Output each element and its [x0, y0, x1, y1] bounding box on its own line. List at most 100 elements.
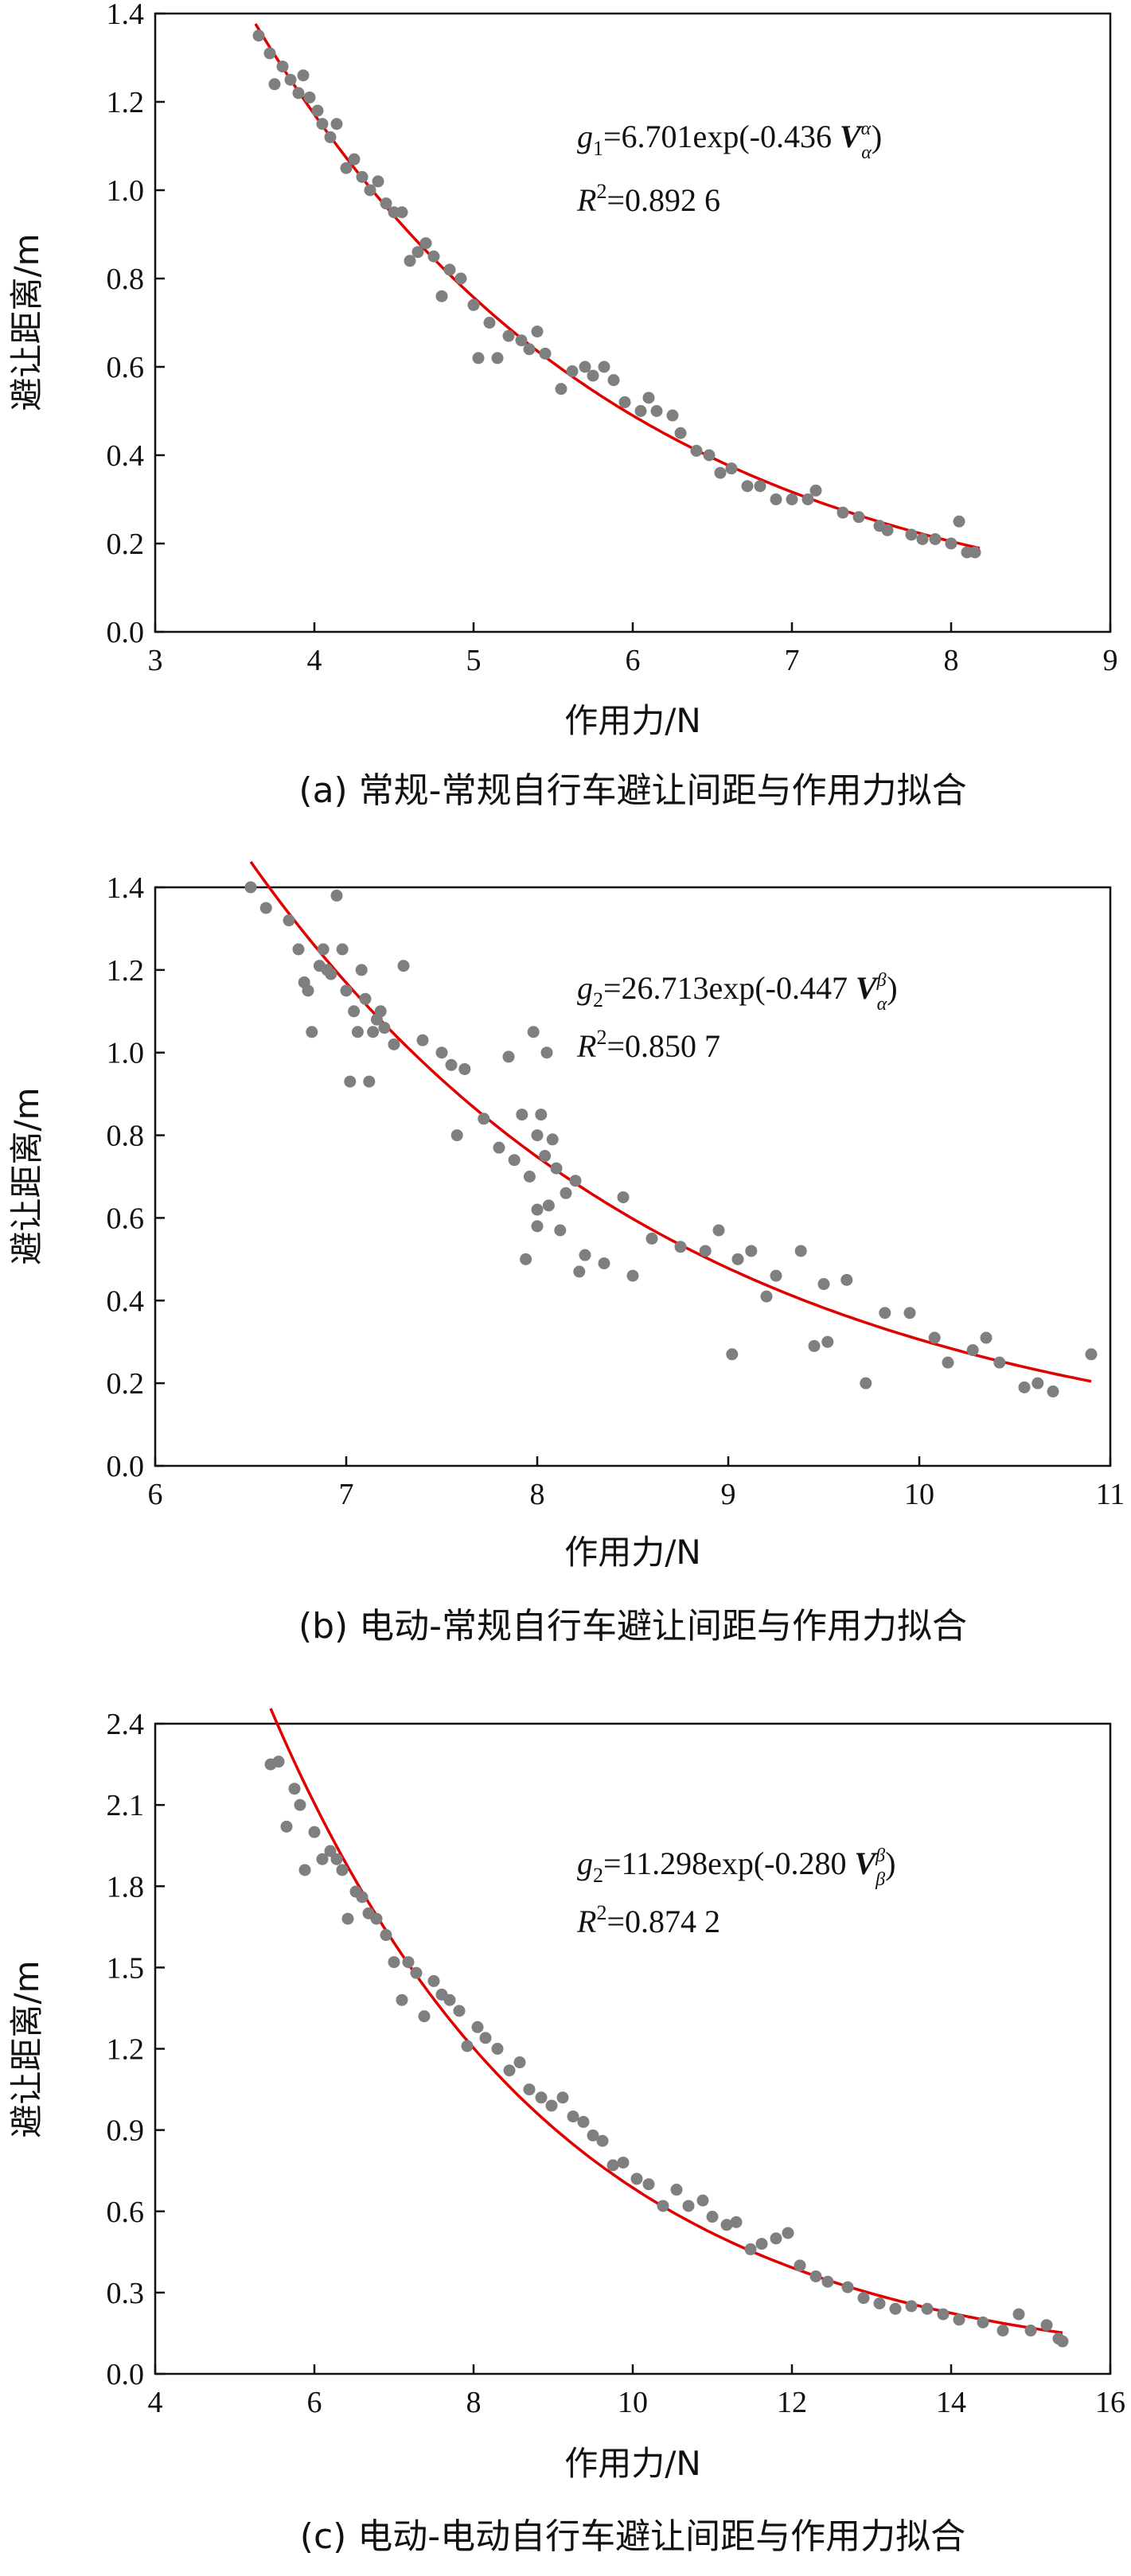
data-point: [531, 1220, 544, 1233]
data-point: [471, 2021, 484, 2033]
data-point: [645, 1232, 658, 1245]
data-point: [453, 2005, 466, 2017]
data-point: [535, 2091, 548, 2104]
points-a: [252, 29, 981, 559]
data-point: [579, 360, 591, 373]
x-tick-label: 6: [626, 644, 641, 677]
y-tick-label: 1.2: [107, 954, 145, 988]
chart-panel-a: 3 4 5 6 7 8 9 0.0 0.2 0.4 0.6 0.8 1.0 1.2 1.4 作用力/N 避…: [7, 0, 1118, 811]
y-tick-label: 1.5: [107, 1951, 145, 1985]
points-b: [244, 881, 1098, 1398]
data-point: [1012, 2308, 1025, 2321]
y-tick-label: 0.0: [107, 1450, 145, 1483]
x-tick-label: 3: [148, 644, 163, 677]
data-point: [546, 1133, 559, 1146]
data-point: [483, 317, 496, 329]
data-point: [374, 1005, 387, 1018]
data-point: [881, 524, 894, 536]
data-point: [617, 2156, 630, 2169]
data-point: [587, 2129, 599, 2141]
data-point: [454, 272, 467, 285]
data-point: [560, 1187, 572, 1199]
data-point: [316, 1853, 329, 1865]
data-point: [268, 78, 281, 91]
data-point: [903, 1307, 916, 1319]
data-point: [348, 153, 361, 166]
data-point: [370, 1912, 383, 1925]
fit-annotation-c: g2=11.298exp(-0.280 Vβ β) R2=0.874 2: [576, 1845, 895, 1939]
data-point: [809, 484, 822, 497]
x-axis-label-a: 作用力/N: [564, 701, 701, 740]
y-tick-label: 0.8: [107, 263, 145, 296]
data-point: [966, 1344, 979, 1357]
data-point: [531, 1203, 544, 1216]
data-point: [542, 1199, 555, 1212]
data-point: [782, 2227, 794, 2239]
data-point: [980, 1331, 993, 1344]
x-axis-label-b: 作用力/N: [564, 1533, 701, 1572]
data-point: [1085, 1348, 1098, 1361]
data-point: [324, 1845, 337, 1857]
data-point: [478, 1113, 490, 1125]
data-point: [1032, 1377, 1044, 1389]
data-point: [359, 992, 372, 1005]
data-point: [288, 1783, 301, 1795]
data-point: [341, 1912, 354, 1925]
svg-text:g1=6.701exp(-0.436 Vαα): g1=6.701exp(-0.436 Vα α): [577, 119, 882, 163]
data-point: [458, 1062, 471, 1075]
data-point: [650, 405, 663, 417]
data-point: [340, 984, 353, 997]
data-point: [450, 1129, 463, 1142]
data-point: [837, 506, 849, 519]
data-point: [545, 2099, 558, 2112]
data-point: [445, 1058, 458, 1071]
data-point: [996, 2325, 1009, 2337]
data-point: [674, 427, 687, 439]
data-point: [670, 2184, 683, 2196]
y-tick-label: 0.4: [107, 439, 145, 473]
data-point: [344, 1075, 357, 1088]
data-point: [479, 2032, 492, 2044]
data-point: [336, 943, 349, 956]
data-point: [493, 1141, 505, 1154]
chart-panel-b: 6 7 8 9 10 11 0.00.20.40.60.81.01.21.4 作用力/N …: [7, 860, 1125, 1647]
data-point: [929, 532, 942, 545]
fit-curve-b: [249, 860, 1092, 1383]
data-point: [284, 73, 297, 86]
data-point: [263, 47, 276, 60]
data-point: [411, 246, 424, 259]
y-tick-label: 0.4: [107, 1284, 145, 1318]
data-point: [308, 1826, 321, 1838]
data-point: [889, 2302, 902, 2315]
data-point: [801, 493, 814, 505]
data-point: [642, 2178, 655, 2191]
svg-text:g2=26.713exp(-0.447 Vβα): g2=26.713exp(-0.447 Vβ α): [577, 970, 898, 1015]
data-point: [461, 2040, 474, 2052]
data-point: [515, 334, 528, 347]
x-tick-label: 9: [721, 1478, 736, 1511]
data-point: [808, 1339, 821, 1352]
data-point: [873, 2297, 886, 2309]
x-tick-label: 5: [466, 644, 482, 677]
data-point: [259, 902, 272, 914]
data-point: [928, 1331, 941, 1344]
data-point: [280, 1820, 293, 1833]
x-tick-label: 12: [777, 2386, 807, 2419]
data-point: [977, 2316, 989, 2329]
chart-panel-c: 4 6 8 10 12 14 16 0.00.30.60.91.21.51.82.12.4 …: [7, 1708, 1125, 2557]
data-point: [573, 1265, 586, 1278]
y-axis-label-c: 避让距离/m: [7, 1960, 46, 2138]
data-point: [356, 1891, 369, 1904]
data-point: [642, 392, 655, 404]
x-tick-label: 4: [148, 2386, 163, 2419]
data-point: [993, 1356, 1006, 1369]
data-point: [402, 1956, 415, 1969]
data-point: [879, 1307, 891, 1319]
data-point: [754, 480, 766, 493]
data-point: [1047, 1385, 1059, 1398]
data-point: [508, 1154, 521, 1167]
data-point: [696, 2194, 709, 2207]
data-point: [817, 1278, 830, 1291]
data-point: [794, 1245, 807, 1257]
